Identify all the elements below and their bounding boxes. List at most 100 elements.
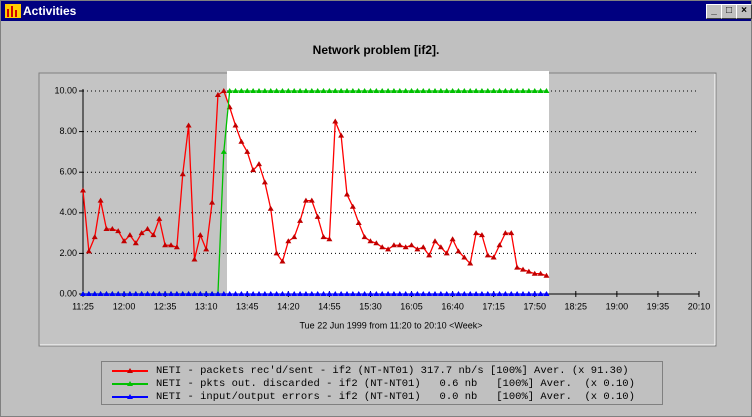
- data-point: [355, 291, 362, 296]
- data-point: [226, 88, 233, 93]
- data-point: [197, 291, 204, 296]
- data-point: [349, 88, 356, 93]
- data-point: [220, 291, 227, 296]
- data-point: [543, 88, 550, 93]
- data-point: [396, 291, 403, 296]
- data-point: [285, 88, 292, 93]
- data-point: [191, 291, 198, 296]
- data-point: [520, 88, 526, 93]
- legend-marker: [127, 368, 133, 373]
- data-point: [432, 88, 438, 93]
- legend-label: NETI - packets rec'd/sent - if2 (NT-NT01…: [156, 365, 629, 377]
- data-point: [437, 291, 444, 296]
- legend-swatch: [112, 381, 148, 386]
- data-point: [185, 122, 192, 128]
- data-point: [390, 291, 397, 296]
- data-point: [484, 291, 491, 296]
- legend-marker: [127, 381, 133, 386]
- data-point: [344, 88, 350, 93]
- data-point: [209, 199, 216, 205]
- data-point: [214, 92, 221, 98]
- legend-label: NETI - input/output errors - if2 (NT-NT0…: [156, 391, 635, 403]
- data-point: [520, 266, 526, 272]
- data-point: [115, 228, 122, 234]
- data-point: [338, 291, 345, 296]
- data-point: [91, 291, 98, 296]
- data-point: [297, 217, 304, 223]
- data-point: [455, 291, 462, 296]
- data-point: [502, 230, 509, 236]
- data-point: [220, 148, 227, 154]
- data-point: [502, 88, 509, 93]
- y-tick-label: 0.00: [59, 288, 77, 298]
- data-point: [420, 244, 427, 250]
- x-tick-label: 16:05: [400, 301, 423, 311]
- data-point: [297, 88, 304, 93]
- data-point: [537, 270, 544, 276]
- data-point: [308, 88, 315, 93]
- data-point: [361, 234, 368, 240]
- data-point: [302, 291, 309, 296]
- data-point: [344, 191, 350, 197]
- data-point: [256, 291, 262, 296]
- minimize-button[interactable]: _: [706, 4, 722, 19]
- data-point: [97, 291, 104, 296]
- y-tick-label: 6.00: [59, 167, 77, 177]
- data-point: [209, 291, 216, 296]
- data-point: [525, 291, 532, 296]
- data-point: [426, 252, 433, 258]
- data-point: [449, 236, 456, 242]
- data-point: [496, 291, 503, 296]
- data-point: [238, 88, 245, 93]
- data-point: [256, 88, 262, 93]
- data-point: [496, 88, 503, 93]
- data-point: [168, 242, 174, 248]
- data-point: [461, 254, 468, 260]
- x-tick-label: 17:15: [482, 301, 505, 311]
- data-point: [150, 291, 157, 296]
- data-point: [314, 291, 321, 296]
- data-point: [173, 244, 180, 250]
- maximize-button[interactable]: □: [721, 4, 737, 19]
- data-point: [173, 291, 180, 296]
- data-point: [132, 291, 139, 296]
- data-point: [302, 197, 309, 203]
- data-point: [332, 291, 339, 296]
- data-point: [162, 242, 169, 248]
- data-point: [132, 240, 139, 246]
- data-point: [432, 238, 438, 244]
- data-point: [250, 88, 257, 93]
- data-point: [267, 88, 274, 93]
- data-point: [261, 291, 268, 296]
- data-point: [496, 242, 503, 248]
- data-point: [244, 148, 251, 154]
- data-point: [408, 88, 415, 93]
- data-point: [367, 291, 374, 296]
- data-point: [85, 248, 92, 254]
- data-point: [344, 291, 350, 296]
- data-point: [473, 291, 480, 296]
- data-point: [80, 291, 86, 296]
- data-point: [279, 258, 286, 264]
- data-point: [373, 291, 380, 296]
- data-point: [426, 88, 433, 93]
- data-point: [97, 197, 104, 203]
- data-point: [502, 291, 509, 296]
- chart: Network problem [if2]. Tue 22 Jun 1999 f…: [38, 43, 717, 347]
- data-point: [525, 88, 532, 93]
- data-point: [420, 88, 427, 93]
- data-point: [320, 88, 327, 93]
- data-point: [226, 291, 233, 296]
- data-point: [484, 88, 491, 93]
- data-point: [449, 291, 456, 296]
- data-point: [490, 291, 497, 296]
- y-tick-label: 10.00: [54, 85, 77, 95]
- data-point: [385, 246, 392, 252]
- data-point: [490, 254, 497, 260]
- close-button[interactable]: ×: [736, 4, 752, 19]
- data-point: [396, 242, 403, 248]
- data-point: [91, 234, 98, 240]
- data-point: [267, 291, 274, 296]
- data-point: [408, 291, 415, 296]
- highlight-region: [227, 71, 549, 294]
